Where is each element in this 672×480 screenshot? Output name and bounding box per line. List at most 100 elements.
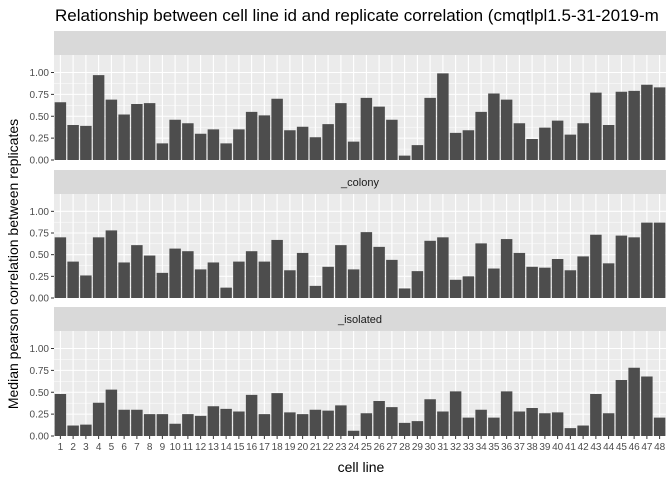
bar xyxy=(347,430,360,436)
y-tick-label: 0.75 xyxy=(30,229,50,240)
bar xyxy=(513,411,526,436)
x-tick-label: 41 xyxy=(565,442,577,453)
x-tick-label: 15 xyxy=(233,442,245,453)
bar xyxy=(488,417,500,436)
y-tick-label: 0.25 xyxy=(30,134,50,145)
facet-strip xyxy=(54,31,666,55)
y-tick-label: 1.00 xyxy=(30,207,50,218)
bar xyxy=(424,97,436,160)
x-tick-label: 47 xyxy=(641,442,653,453)
bar xyxy=(602,263,615,298)
x-tick-label: 22 xyxy=(323,442,335,453)
bar xyxy=(182,251,194,298)
bar xyxy=(411,145,424,160)
bar xyxy=(590,92,602,160)
bar xyxy=(156,272,169,298)
bar xyxy=(475,409,487,436)
bar xyxy=(54,102,67,160)
y-tick-label: 0.50 xyxy=(30,250,50,261)
bar xyxy=(131,104,143,160)
y-tick-label: 0.50 xyxy=(30,388,50,399)
bar xyxy=(118,262,130,298)
x-tick-label: 20 xyxy=(297,442,309,453)
facet-panel: 0.00 0.25 0.50 0.75 1.00 xyxy=(30,31,666,167)
bar xyxy=(296,126,309,160)
x-tick-label: 48 xyxy=(654,442,666,453)
bar xyxy=(551,259,564,298)
bar xyxy=(169,119,181,160)
x-axis-label: cell line xyxy=(338,459,385,475)
bar xyxy=(500,99,513,160)
bar xyxy=(424,240,436,298)
x-tick-label: 36 xyxy=(501,442,513,453)
x-tick-label: 6 xyxy=(121,442,127,453)
bar xyxy=(602,125,615,160)
bar xyxy=(156,143,169,160)
bar xyxy=(169,423,181,436)
bar xyxy=(284,130,296,160)
bar xyxy=(258,115,271,160)
x-tick-label: 38 xyxy=(527,442,539,453)
bar xyxy=(296,252,309,298)
x-tick-label: 29 xyxy=(412,442,424,453)
x-tick-label: 2 xyxy=(70,442,76,453)
bar xyxy=(309,137,322,160)
x-tick-label: 4 xyxy=(96,442,102,453)
x-tick-label: 3 xyxy=(83,442,89,453)
bar xyxy=(539,267,551,298)
bar xyxy=(437,73,449,160)
bar xyxy=(551,412,564,436)
bar xyxy=(449,391,462,436)
bar xyxy=(590,234,602,298)
x-tick-label: 35 xyxy=(488,442,500,453)
bar xyxy=(220,408,232,436)
bar xyxy=(564,134,577,160)
bar xyxy=(131,245,143,298)
bar xyxy=(92,75,105,160)
bar xyxy=(347,141,360,160)
bar xyxy=(551,120,564,160)
x-tick-label: 34 xyxy=(476,442,488,453)
bar xyxy=(577,123,589,160)
bar xyxy=(590,394,602,436)
bar xyxy=(233,261,245,298)
x-tick-label: 13 xyxy=(208,442,220,453)
bar xyxy=(335,245,347,298)
bar xyxy=(373,401,385,436)
x-tick-label: 7 xyxy=(134,442,140,453)
bar xyxy=(500,239,513,298)
bar xyxy=(322,266,334,298)
bar xyxy=(245,111,258,160)
bar xyxy=(194,415,207,436)
bar xyxy=(641,84,653,160)
x-tick-label: 37 xyxy=(514,442,526,453)
bar xyxy=(271,98,283,160)
y-tick-label: 1.00 xyxy=(30,344,50,355)
bar xyxy=(539,413,551,436)
bar xyxy=(386,407,398,436)
y-tick-label: 0.00 xyxy=(30,294,50,305)
bar xyxy=(322,124,334,160)
y-tick-label: 0.50 xyxy=(30,112,50,123)
x-tick-label: 24 xyxy=(348,442,360,453)
bar xyxy=(233,129,245,160)
bar xyxy=(67,425,79,436)
bar xyxy=(526,139,538,160)
x-tick-label: 5 xyxy=(109,442,115,453)
bar xyxy=(309,409,322,436)
bar xyxy=(500,391,513,436)
bar xyxy=(194,269,207,298)
bar xyxy=(615,235,628,298)
bar xyxy=(296,414,309,436)
x-tick-label: 18 xyxy=(272,442,284,453)
x-tick-label: 44 xyxy=(603,442,615,453)
bar xyxy=(105,389,118,436)
bar xyxy=(577,425,589,436)
x-tick-label: 1 xyxy=(58,442,64,453)
bar xyxy=(398,155,411,160)
bar xyxy=(386,259,398,298)
bar xyxy=(118,409,130,436)
bar xyxy=(462,130,475,160)
x-tick-label: 21 xyxy=(310,442,322,453)
x-tick-label: 28 xyxy=(399,442,411,453)
